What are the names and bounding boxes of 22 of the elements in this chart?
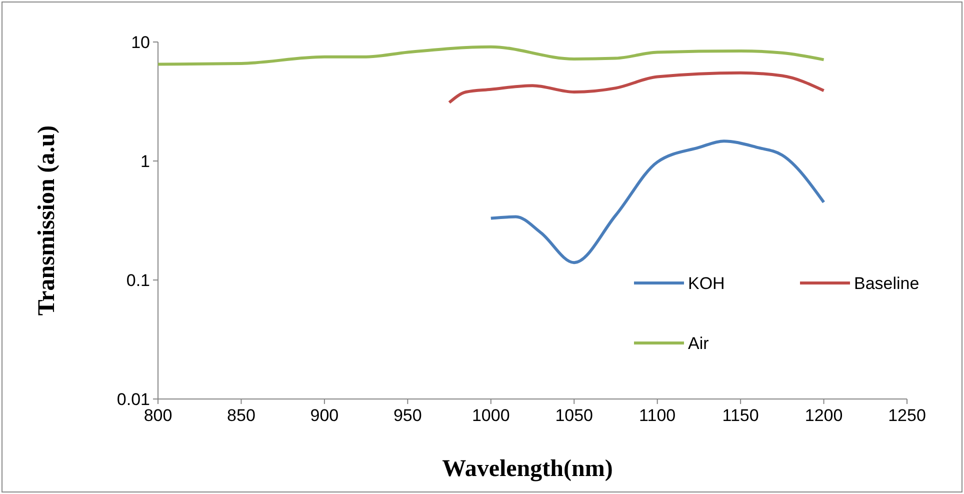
legend-label: Baseline: [854, 274, 920, 293]
x-tick-label: 1000: [472, 406, 510, 425]
line-series: [448, 71, 826, 104]
x-tick-label: 900: [310, 406, 339, 425]
x-tick-label: 1150: [722, 406, 759, 425]
y-tick-label: 1: [140, 152, 150, 171]
x-axis-title: Wavelength(nm): [442, 456, 613, 482]
line-series: [156, 45, 826, 66]
x-tick-label: 950: [393, 406, 422, 425]
x-tick-label: 850: [227, 406, 256, 425]
x-tick-label: 800: [144, 406, 172, 425]
y-tick-label: 0.01: [116, 390, 150, 409]
x-tick-label: 1200: [804, 406, 843, 425]
x-tick-label: 1100: [639, 406, 676, 425]
x-tick-label: 1050: [555, 406, 594, 425]
y-tick-label: 10: [131, 33, 150, 52]
x-tick-label: 1250: [888, 406, 926, 425]
line-series: [489, 140, 826, 264]
legend-label: KOH: [688, 274, 725, 293]
y-axis-title: Transmission (a.u): [34, 125, 60, 316]
y-tick-label: 0.1: [126, 271, 150, 290]
legend-label: Air: [688, 334, 710, 353]
